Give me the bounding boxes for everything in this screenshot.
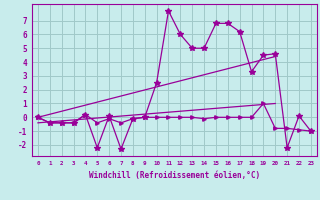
X-axis label: Windchill (Refroidissement éolien,°C): Windchill (Refroidissement éolien,°C) bbox=[89, 171, 260, 180]
